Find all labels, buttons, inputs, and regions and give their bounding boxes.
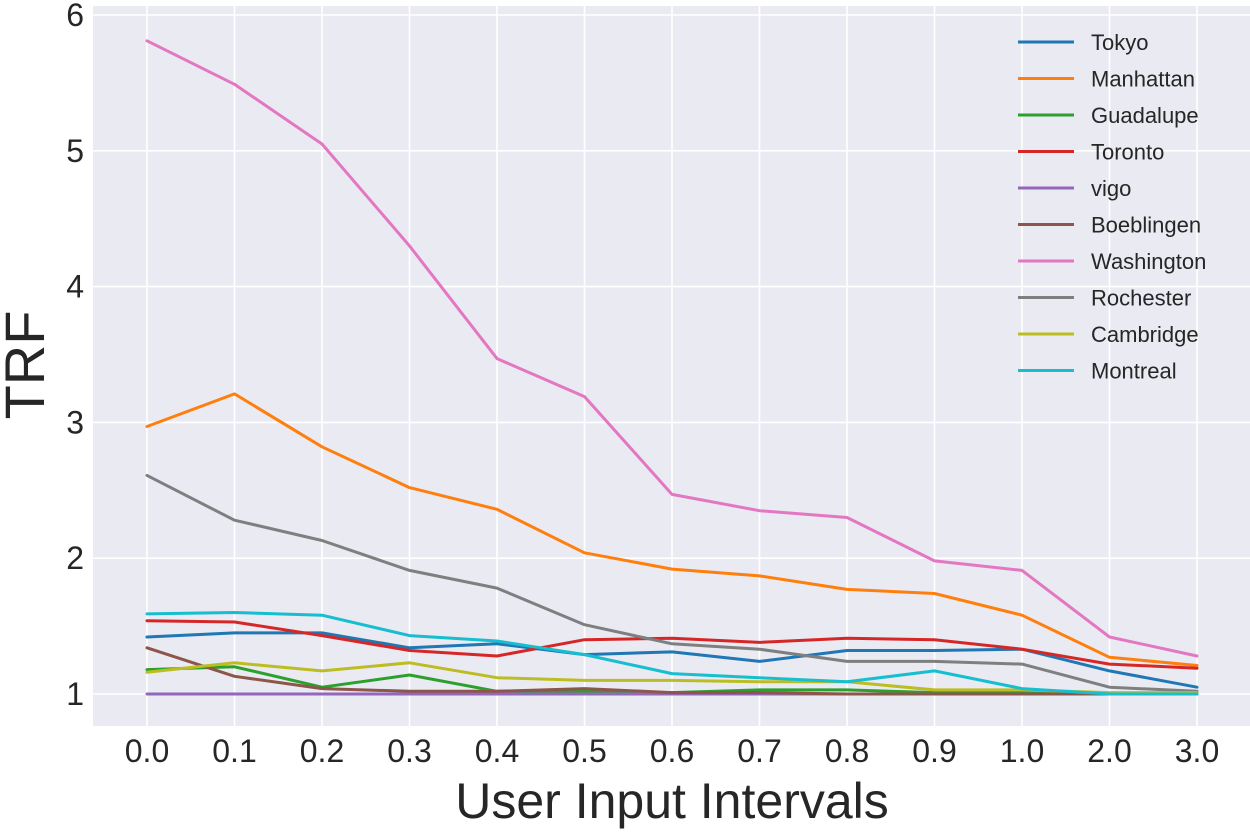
legend-item-montreal: Montreal bbox=[1018, 359, 1177, 384]
x-tick-label: 3.0 bbox=[1175, 733, 1219, 769]
legend-label: Boeblingen bbox=[1091, 213, 1201, 238]
y-tick-label: 1 bbox=[66, 676, 84, 712]
y-tick-label: 6 bbox=[66, 0, 84, 33]
x-tick-label: 0.0 bbox=[125, 733, 169, 769]
y-tick-label: 3 bbox=[66, 404, 84, 440]
x-tick-label: 0.1 bbox=[212, 733, 256, 769]
x-tick-label: 2.0 bbox=[1087, 733, 1131, 769]
x-tick-label: 0.8 bbox=[825, 733, 869, 769]
series-line-boeblingen bbox=[145, 646, 1199, 696]
legend-item-guadalupe: Guadalupe bbox=[1018, 103, 1199, 128]
legend-label: Toronto bbox=[1091, 140, 1164, 165]
series-line-montreal bbox=[145, 611, 1199, 696]
legend-label: Rochester bbox=[1091, 286, 1191, 311]
legend-item-tokyo: Tokyo bbox=[1018, 30, 1148, 55]
x-tick-label: 0.2 bbox=[300, 733, 344, 769]
series-line-toronto bbox=[145, 619, 1199, 670]
series-line-rochester bbox=[145, 473, 1199, 693]
x-tick-label: 0.3 bbox=[387, 733, 431, 769]
legend-item-rochester: Rochester bbox=[1018, 286, 1191, 311]
x-axis-title: User Input Intervals bbox=[455, 773, 889, 829]
x-tick-label: 0.6 bbox=[650, 733, 694, 769]
legend-label: Montreal bbox=[1091, 359, 1177, 384]
legend-label: vigo bbox=[1091, 176, 1131, 201]
series-line-washington bbox=[145, 39, 1199, 658]
x-tick-label: 0.7 bbox=[737, 733, 781, 769]
legend: Tokyo Manhattan Guadalupe Toronto vigo Boebli… bbox=[1018, 30, 1206, 384]
y-tick-label: 4 bbox=[66, 269, 84, 305]
legend-label: Manhattan bbox=[1091, 67, 1195, 92]
y-axis-ticks: 1 2 3 4 5 6 bbox=[66, 0, 84, 712]
y-tick-label: 2 bbox=[66, 540, 84, 576]
legend-label: Washington bbox=[1091, 249, 1206, 274]
legend-label: Guadalupe bbox=[1091, 103, 1199, 128]
x-axis-ticks: 0.0 0.1 0.2 0.3 0.4 0.5 0.6 0.7 0.8 0.9 1.0 2.0 3.0 bbox=[125, 733, 1219, 769]
series-lines bbox=[145, 39, 1199, 696]
x-tick-label: 0.5 bbox=[562, 733, 606, 769]
y-tick-label: 5 bbox=[66, 133, 84, 169]
legend-label: Tokyo bbox=[1091, 30, 1148, 55]
legend-label: Cambridge bbox=[1091, 322, 1199, 347]
y-axis-title: TRF bbox=[0, 311, 56, 420]
legend-item-manhattan: Manhattan bbox=[1018, 67, 1195, 92]
legend-item-vigo: vigo bbox=[1018, 176, 1131, 201]
x-tick-label: 1.0 bbox=[1000, 733, 1044, 769]
series-line-manhattan bbox=[145, 392, 1199, 667]
x-tick-label: 0.4 bbox=[475, 733, 519, 769]
legend-item-boeblingen: Boeblingen bbox=[1018, 213, 1201, 238]
legend-item-cambridge: Cambridge bbox=[1018, 322, 1199, 347]
legend-item-washington: Washington bbox=[1018, 249, 1206, 274]
legend-item-toronto: Toronto bbox=[1018, 140, 1164, 165]
x-tick-label: 0.9 bbox=[912, 733, 956, 769]
